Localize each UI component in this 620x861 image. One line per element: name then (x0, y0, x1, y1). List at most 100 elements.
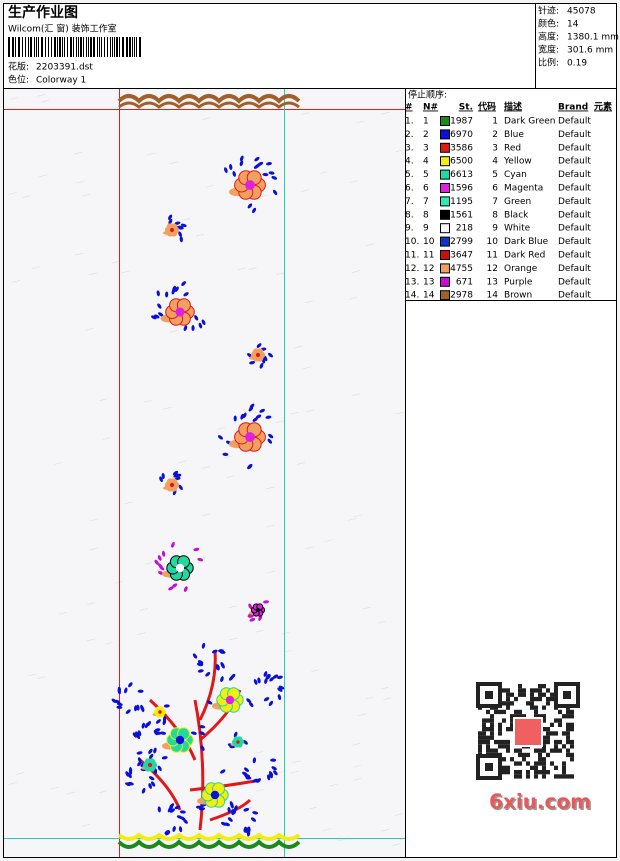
bar (76, 37, 77, 57)
needle: 8 (423, 210, 429, 220)
qr-module (526, 752, 530, 758)
leaf (125, 709, 131, 714)
texture (201, 466, 210, 469)
qr-module (554, 748, 558, 753)
leaf (157, 806, 161, 813)
texture (50, 786, 60, 790)
qr-module (542, 765, 546, 770)
texture (351, 270, 361, 273)
qr-module (530, 688, 534, 693)
texture (266, 524, 275, 528)
qr-module (538, 748, 542, 753)
leaf (174, 286, 179, 292)
flower-center (255, 352, 261, 358)
texture (8, 192, 17, 195)
leaf (257, 677, 261, 684)
file-value: 2203391.dst (36, 63, 93, 73)
leaf (149, 753, 154, 760)
qr-module (534, 688, 538, 693)
leaf (277, 694, 282, 701)
texture (39, 174, 48, 178)
leaf (207, 700, 213, 705)
qr-module (558, 722, 562, 727)
color-swatch (440, 142, 450, 153)
qr-module (534, 770, 538, 775)
texture (99, 398, 108, 401)
bar (70, 37, 72, 57)
leaf (252, 207, 257, 214)
bar (34, 37, 35, 57)
qr-module (566, 739, 570, 745)
row-index: 12. (405, 264, 419, 274)
leaf (240, 413, 244, 420)
qr-module (538, 770, 542, 775)
qr-module (546, 739, 550, 745)
texture (356, 120, 365, 124)
leaf (180, 816, 186, 821)
texture (195, 234, 205, 237)
qr-module (554, 739, 558, 745)
texture (383, 697, 392, 701)
qr-module (522, 692, 526, 697)
texture (306, 409, 315, 413)
color-swatch (440, 169, 450, 180)
description: Brown (504, 291, 532, 301)
branch (193, 699, 205, 831)
leaf (116, 702, 123, 707)
code: 6 (492, 184, 498, 194)
qr-module (478, 748, 482, 753)
brand: Default (558, 143, 591, 153)
stitches: 2799 (450, 237, 473, 247)
flower-center (158, 710, 162, 714)
qr-module (542, 761, 546, 766)
code: 4 (492, 157, 498, 167)
qr-module (562, 744, 566, 749)
qr-module (546, 696, 550, 702)
qr-module (538, 688, 542, 693)
bar (97, 37, 98, 57)
color-swatch (440, 196, 450, 207)
leaf (256, 778, 261, 783)
qr-module (566, 722, 570, 727)
bar (126, 37, 128, 57)
needle: 2 (423, 130, 429, 140)
qr-module (522, 714, 526, 719)
row-index: 14. (405, 291, 419, 301)
texture (206, 184, 215, 188)
flower-center (147, 762, 153, 768)
qr-module (538, 752, 542, 758)
texture (294, 345, 303, 349)
brand: Default (558, 130, 591, 140)
leaf (168, 586, 174, 591)
leaf (272, 189, 278, 196)
texture (169, 330, 178, 333)
description: Blue (504, 130, 524, 140)
leaf (263, 600, 269, 604)
qr-module (558, 739, 562, 745)
stitches: 3586 (450, 143, 473, 153)
column-header: 描述 (504, 101, 522, 113)
leaf (148, 783, 152, 789)
qr-module (554, 718, 558, 723)
qr-module (490, 727, 494, 732)
leaf (263, 697, 270, 702)
description: Cyan (504, 170, 527, 180)
qr-module (542, 692, 546, 697)
texture (352, 765, 362, 768)
qr-module (538, 684, 542, 689)
qr-module (550, 696, 554, 702)
leaf (249, 360, 256, 365)
qr-module (494, 709, 498, 715)
texture (275, 420, 284, 423)
texture (86, 602, 95, 605)
leaf (268, 171, 275, 175)
texture (124, 501, 133, 505)
color-swatch (440, 250, 450, 260)
flower-center (245, 180, 255, 190)
qr-module (570, 714, 574, 719)
leaf (161, 550, 166, 557)
qr-module (514, 696, 518, 702)
texture (182, 218, 191, 221)
row-index: 3. (405, 143, 414, 153)
needle: 12 (423, 264, 434, 274)
